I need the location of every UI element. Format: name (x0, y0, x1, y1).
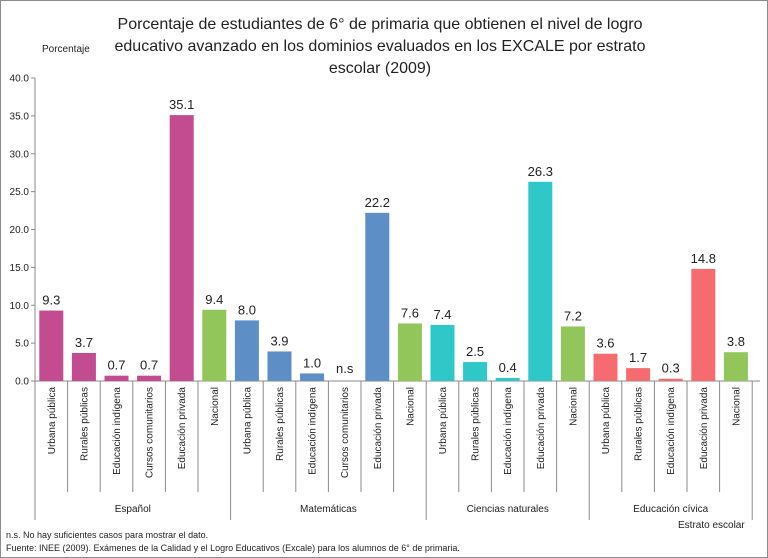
x-tick-label: Urbana pública (47, 387, 58, 455)
bar-value-label: 26.3 (528, 164, 553, 179)
bar-value-label: 9.3 (42, 293, 60, 308)
bar-value-label: 3.7 (75, 335, 93, 350)
bar-value-label: 3.6 (596, 336, 614, 351)
bar (658, 378, 683, 381)
bar-value-label: 3.9 (270, 333, 288, 348)
x-tick-label: Cursos comunitarios (145, 387, 156, 478)
bar-value-label: 7.2 (564, 308, 582, 323)
bar (560, 326, 585, 381)
bar (463, 362, 488, 381)
bar (626, 368, 651, 381)
bar-value-label: 9.4 (205, 292, 223, 307)
bar (365, 212, 390, 381)
bar-value-label: 7.6 (401, 305, 419, 320)
bar (495, 377, 520, 381)
group-label: Español (115, 504, 151, 515)
bar (169, 115, 194, 382)
y-axis-label: Porcentaje (42, 44, 90, 55)
x-tick-label: Educación privada (536, 387, 547, 470)
bar (430, 324, 455, 381)
bar-value-label: 7.4 (433, 307, 451, 322)
x-tick-label: Rurales públicas (275, 387, 286, 461)
bar (71, 352, 96, 381)
x-tick-label: Nacional (568, 387, 579, 426)
source-note: Fuente: INEE (2009). Exámenes de la Cali… (6, 543, 460, 553)
x-tick-label: Educación privada (699, 387, 710, 470)
x-tick-label: Educación indígena (112, 387, 123, 475)
bar (528, 181, 553, 381)
x-tick-label: Educación privada (373, 387, 384, 470)
bar-value-label: 22.2 (365, 195, 390, 210)
x-tick-label: Educación privada (177, 387, 188, 470)
bar-value-label: 8.0 (238, 302, 256, 317)
x-tick-label: Educación indígena (308, 387, 319, 475)
y-tick-label: 25.0 (10, 187, 30, 198)
bar-value-label: 3.8 (727, 334, 745, 349)
chart-title: Porcentaje de estudiantes de 6° de prima… (114, 16, 646, 77)
footnote-ns: n.s. No hay suficientes casos para mostr… (6, 530, 209, 540)
bar-value-label: 14.8 (691, 251, 716, 266)
x-tick-label: Urbana pública (601, 387, 612, 455)
x-tick-label: Cursos comunitarios (340, 387, 351, 478)
y-tick-label: 35.0 (10, 111, 30, 122)
group-label: Matemáticas (300, 504, 357, 515)
bar (234, 320, 259, 381)
y-tick-label: 15.0 (10, 263, 30, 274)
x-axis-label: Estrato escolar (678, 520, 745, 531)
bar (397, 323, 422, 381)
bar-value-label: n.s (336, 361, 354, 376)
x-tick-label: Nacional (405, 387, 416, 426)
bar-value-label: 0.7 (107, 358, 125, 373)
x-tick-label: Urbana pública (438, 387, 449, 455)
x-tick-label: Rurales públicas (634, 387, 645, 461)
x-tick-label: Rurales públicas (471, 387, 482, 461)
y-tick-label: 10.0 (10, 301, 30, 312)
bar-value-label: 0.4 (499, 360, 517, 375)
bar (202, 309, 227, 381)
bar (691, 268, 716, 381)
bar-value-label: 35.1 (169, 97, 194, 112)
bar-value-label: 1.7 (629, 350, 647, 365)
bar-value-label: 2.5 (466, 344, 484, 359)
bar (267, 351, 292, 381)
bar-value-label: 0.3 (662, 361, 680, 376)
bar (104, 375, 129, 381)
bar (137, 375, 162, 381)
bar-value-label: 0.7 (140, 358, 158, 373)
group-label: Educación cívica (633, 504, 708, 515)
group-label: Ciencias naturales (467, 504, 549, 515)
x-tick-label: Educación indígena (503, 387, 514, 475)
y-tick-label: 20.0 (10, 225, 30, 236)
x-tick-label: Rurales públicas (79, 387, 90, 461)
x-tick-label: Nacional (731, 387, 742, 426)
bar (593, 353, 618, 381)
y-tick-label: 30.0 (10, 149, 30, 160)
bar (723, 352, 748, 381)
bar-value-label: 1.0 (303, 355, 321, 370)
x-tick-label: Educación indígena (666, 387, 677, 475)
bar (300, 373, 325, 381)
y-tick-label: 0.0 (15, 377, 29, 388)
x-tick-label: Urbana pública (242, 387, 253, 455)
y-tick-label: 40.0 (10, 74, 30, 85)
y-tick-label: 5.0 (15, 339, 29, 350)
x-tick-label: Nacional (210, 387, 221, 426)
bar (39, 310, 64, 381)
